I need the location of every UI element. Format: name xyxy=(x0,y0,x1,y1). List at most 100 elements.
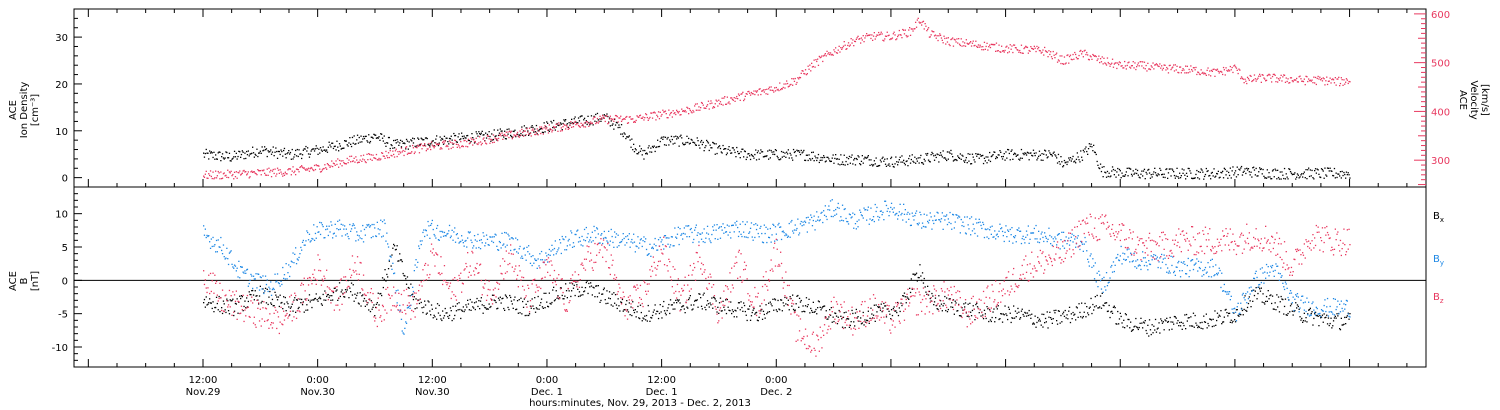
velocity-point xyxy=(1145,64,1147,67)
bx-point xyxy=(409,295,411,297)
ion-density-tick-label: 30 xyxy=(55,33,68,44)
bx-point xyxy=(688,298,690,301)
bx-point xyxy=(599,301,601,303)
ion-density-point xyxy=(1348,174,1350,176)
ion-density-point xyxy=(655,146,657,149)
by-point xyxy=(531,264,533,267)
velocity-point xyxy=(846,48,848,50)
by-point xyxy=(508,235,510,237)
ion-density-point xyxy=(321,150,323,152)
velocity-point xyxy=(449,141,452,143)
ion-density-point xyxy=(1167,177,1169,179)
ion-density-point xyxy=(227,157,230,159)
velocity-point xyxy=(830,54,832,56)
bx-point xyxy=(542,307,544,309)
velocity-point xyxy=(562,126,564,128)
ion-density-point xyxy=(786,151,788,153)
ion-density-point xyxy=(775,149,777,152)
bx-point xyxy=(529,305,532,307)
bx-point xyxy=(360,305,362,307)
ion-density-point xyxy=(366,140,368,142)
ion-density-point xyxy=(696,137,698,139)
ion-density-point xyxy=(656,146,658,148)
bx-point xyxy=(1230,319,1232,321)
bx-point xyxy=(1235,309,1238,311)
bx-point xyxy=(749,305,751,307)
velocity-point xyxy=(246,173,249,175)
by-point xyxy=(678,243,680,246)
by-point xyxy=(798,232,801,234)
velocity-point xyxy=(389,150,391,152)
velocity-point xyxy=(416,147,418,149)
by-point xyxy=(466,246,468,248)
bx-point xyxy=(516,300,519,302)
bx-point xyxy=(224,309,226,311)
bx-point xyxy=(415,298,417,300)
by-point xyxy=(240,266,242,268)
velocity-point xyxy=(725,103,728,105)
velocity-point xyxy=(257,169,259,171)
velocity-point xyxy=(860,42,862,44)
velocity-point xyxy=(1125,68,1127,70)
velocity-point xyxy=(1155,63,1158,65)
by-point xyxy=(864,209,866,211)
by-point xyxy=(833,210,835,212)
ion-density-point xyxy=(350,143,352,145)
ion-density-point xyxy=(1235,176,1238,178)
bx-point xyxy=(522,306,525,308)
velocity-point xyxy=(608,122,610,124)
ion-density-point xyxy=(816,159,818,162)
by-point xyxy=(756,224,759,226)
ion-density-point xyxy=(494,135,496,138)
velocity-point xyxy=(966,42,968,44)
by-point xyxy=(625,236,627,238)
bx-point xyxy=(560,287,562,289)
by-point xyxy=(233,264,236,266)
velocity-point xyxy=(475,137,477,139)
by-point xyxy=(895,213,897,215)
bx-point xyxy=(867,310,869,312)
by-point xyxy=(554,240,556,242)
ion-density-point xyxy=(334,145,336,147)
by-point xyxy=(229,251,231,253)
by-point xyxy=(618,245,620,247)
velocity-point xyxy=(1279,77,1281,79)
by-point xyxy=(677,226,679,228)
bx-point xyxy=(878,306,880,309)
velocity-point xyxy=(310,166,312,169)
ion-density-point xyxy=(1055,155,1057,157)
by-point xyxy=(817,216,820,218)
ion-density-point xyxy=(1000,151,1002,153)
by-point xyxy=(311,237,313,240)
bx-point xyxy=(628,302,630,304)
velocity-point xyxy=(246,174,248,176)
bx-point xyxy=(524,314,526,317)
ion-density-point xyxy=(823,156,826,159)
bx-point xyxy=(511,303,513,305)
ion-density-point xyxy=(1277,169,1279,171)
bx-point xyxy=(1025,315,1028,317)
ion-density-point xyxy=(412,142,415,144)
ion-density-point xyxy=(412,137,414,139)
velocity-point xyxy=(716,100,718,102)
velocity-point xyxy=(849,44,851,46)
bx-point xyxy=(1026,312,1029,314)
bx-point xyxy=(1222,321,1224,323)
ion-density-point xyxy=(1310,175,1312,177)
ion-density-point xyxy=(753,157,755,159)
ion-density-point xyxy=(1298,177,1300,179)
by-point xyxy=(559,242,562,244)
by-point xyxy=(801,225,803,227)
by-point xyxy=(620,241,622,243)
velocity-point xyxy=(440,147,442,149)
velocity-point xyxy=(283,172,285,175)
by-point xyxy=(714,238,716,240)
ion-density-point xyxy=(869,164,871,166)
bx-point xyxy=(346,289,348,291)
by-point xyxy=(285,263,287,265)
bx-point xyxy=(1142,327,1144,329)
ion-density-point xyxy=(957,155,959,157)
ion-density-point xyxy=(326,151,329,153)
by-point xyxy=(986,236,988,238)
bx-point xyxy=(259,285,261,287)
